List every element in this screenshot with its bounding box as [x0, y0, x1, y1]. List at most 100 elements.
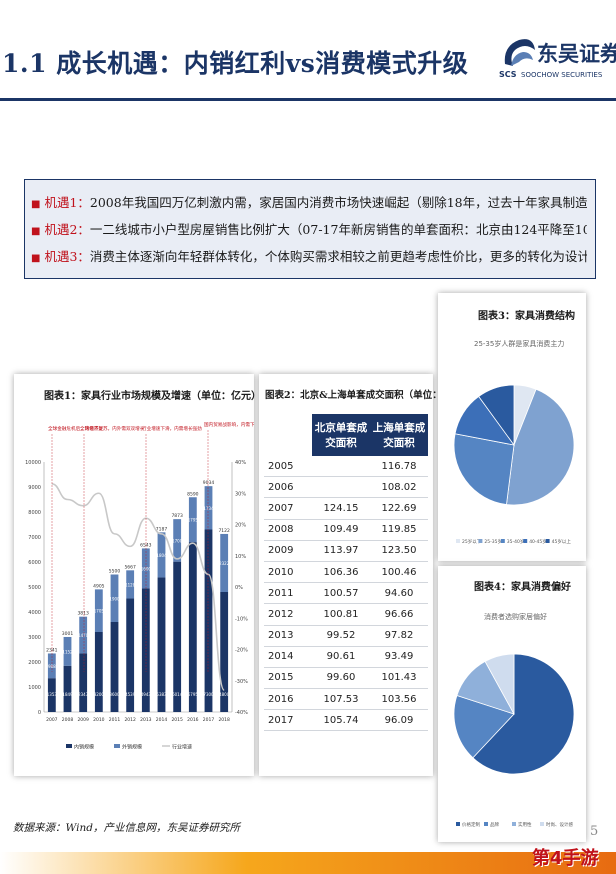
legend-swatch — [523, 539, 528, 543]
bullet-square-icon: ■ — [31, 226, 41, 237]
site-logo: 第4手游 — [532, 848, 599, 869]
legend-label: 实用性 — [518, 821, 532, 828]
bar-export — [63, 636, 72, 666]
legend-swatch — [456, 822, 460, 826]
beijing-cell: 100.57 — [312, 582, 370, 605]
company-logo: 东吴证券 SCS SOOCHOW SECURITIES — [497, 34, 616, 88]
consumer-structure-pie: 25岁以下 25-35岁 35-40岁 40-45岁 45岁以上 — [453, 384, 575, 545]
opportunities-box: ■ 机遇1：2008年我国四万亿刺激内需，家居国内消费市场快速崛起（剔除18年，过… — [24, 179, 596, 279]
chart1-title: 图表1：家具行业市场规模及增速（单位：亿元） — [44, 391, 261, 402]
y-tick-label: 0 — [38, 710, 41, 716]
legend-swatch — [500, 539, 505, 543]
pie-slice — [472, 653, 575, 775]
header-divider — [0, 98, 616, 101]
x-tick-label: 2007 — [46, 717, 58, 723]
y-tick-label: 1000 — [28, 685, 41, 691]
bar-domestic — [157, 577, 166, 712]
legend-label: 40-45岁 — [529, 538, 547, 545]
shanghai-cell: 96.09 — [370, 709, 428, 732]
table-row: 2006 108.02 — [264, 476, 428, 499]
legend-label: 时尚、设计感 — [546, 821, 573, 828]
y-tick-label: 7000 — [28, 535, 41, 541]
table-header-shanghai: 上海单套成交面积 — [370, 414, 428, 456]
y-tick-label: 4000 — [28, 610, 41, 616]
legend-label: 25岁以下 — [462, 538, 482, 545]
consumer-structure-panel: 图表3：家具消费结构 25-35岁人群是家具消费主力 25岁以下 25-35岁 35… — [438, 293, 586, 561]
bar-export — [188, 497, 197, 543]
y-tick-label: 6000 — [28, 560, 41, 566]
shanghai-cell: 108.02 — [370, 476, 428, 499]
annotation-text: 全球经济复苏，内外需双双增长 — [80, 425, 145, 432]
annotation-text: 国内贸易战影响，内需下滑 — [204, 421, 254, 428]
bar-export — [173, 519, 182, 562]
bar-domestic — [79, 653, 88, 712]
shanghai-cell: 119.85 — [370, 519, 428, 541]
y2-tick-label: -30% — [235, 679, 248, 685]
chart3-subtitle: 25-35岁人群是家具消费主力 — [474, 340, 565, 348]
y2-tick-label: 10% — [235, 554, 246, 560]
beijing-cell: 100.81 — [312, 603, 370, 626]
year-cell: 2012 — [264, 603, 312, 626]
legend-label: 价格定制 — [462, 821, 480, 828]
bar-export — [94, 589, 103, 632]
year-cell: 2010 — [264, 561, 312, 584]
bar-domestic-label: 1353 — [47, 692, 58, 697]
table-header-row: 北京单套成交面积 上海单套成交面积 — [264, 414, 428, 456]
legend-label: 外销规模 — [122, 744, 142, 751]
bar-export-label: 2322 — [219, 561, 230, 566]
table-row: 2009 113.97 123.50 — [264, 540, 428, 562]
legend-label: 35-40岁 — [507, 538, 525, 545]
y2-tick-label: 40% — [235, 460, 246, 466]
x-tick-label: 2017 — [203, 717, 215, 723]
bottom-bar — [0, 852, 616, 874]
bar-export-label: 1600 — [141, 566, 152, 571]
bar-total-label: 3001 — [62, 631, 74, 637]
legend-label: 45岁以上 — [552, 538, 572, 545]
beijing-cell: 99.60 — [312, 667, 370, 690]
y2-tick-label: -10% — [235, 616, 248, 622]
table-row: 2015 99.60 101.43 — [264, 667, 428, 690]
bar-domestic — [173, 561, 182, 712]
shanghai-cell: 122.69 — [370, 497, 428, 520]
bar-export — [204, 486, 213, 530]
bar-total-label: 5667 — [124, 564, 136, 570]
consumer-preference-pie: 价格定制 品牌 实用性 时尚、设计感 — [453, 653, 575, 828]
bar-domestic-label: 7300 — [203, 692, 214, 697]
annotation-text: 全球金融危机后，内需不足 — [48, 425, 104, 432]
beijing-cell — [312, 476, 370, 499]
bar-total-label: 9034 — [203, 480, 215, 486]
y-tick-label: 5000 — [28, 585, 41, 591]
bar-total-label: 7122 — [218, 528, 230, 534]
page-title: 1.1 成长机遇：内销红利vs消费模式升级 — [2, 49, 469, 78]
y2-tick-label: 20% — [235, 523, 246, 529]
bar-domestic — [47, 678, 56, 712]
bar-export — [141, 548, 150, 589]
legend-label: 品牌 — [490, 821, 499, 828]
legend-label: 内销规模 — [74, 744, 94, 751]
page-number: 5 — [590, 824, 599, 839]
x-tick-label: 2016 — [187, 717, 199, 723]
logo-name: 东吴证券 — [537, 42, 616, 66]
bar-domestic-label: 4539 — [125, 692, 136, 697]
bar-domestic — [126, 598, 135, 712]
table-row: 2005 116.78 — [264, 456, 428, 478]
table-row: 2016 107.53 103.56 — [264, 688, 428, 711]
y-tick-label: 8000 — [28, 510, 41, 516]
year-cell: 2014 — [264, 646, 312, 668]
bar-export-label: 1734 — [203, 506, 214, 511]
bar-export-label: 1804 — [156, 553, 167, 558]
x-tick-label: 2012 — [124, 717, 136, 723]
bullet-square-icon: ■ — [31, 253, 41, 264]
x-tick-label: 2013 — [140, 717, 152, 723]
year-cell: 2017 — [264, 709, 312, 732]
opportunity-label: 机遇2： — [44, 222, 90, 237]
shanghai-cell: 100.46 — [370, 561, 428, 584]
y-tick-label: 9000 — [28, 485, 41, 491]
bar-export — [79, 616, 88, 654]
logo-abbrev: SCS — [499, 70, 517, 79]
shanghai-cell: 101.43 — [370, 667, 428, 690]
x-tick-label: 2015 — [171, 717, 183, 723]
legend-label: 25-35岁 — [484, 538, 502, 545]
shanghai-cell: 94.60 — [370, 582, 428, 605]
year-cell: 2006 — [264, 476, 312, 499]
